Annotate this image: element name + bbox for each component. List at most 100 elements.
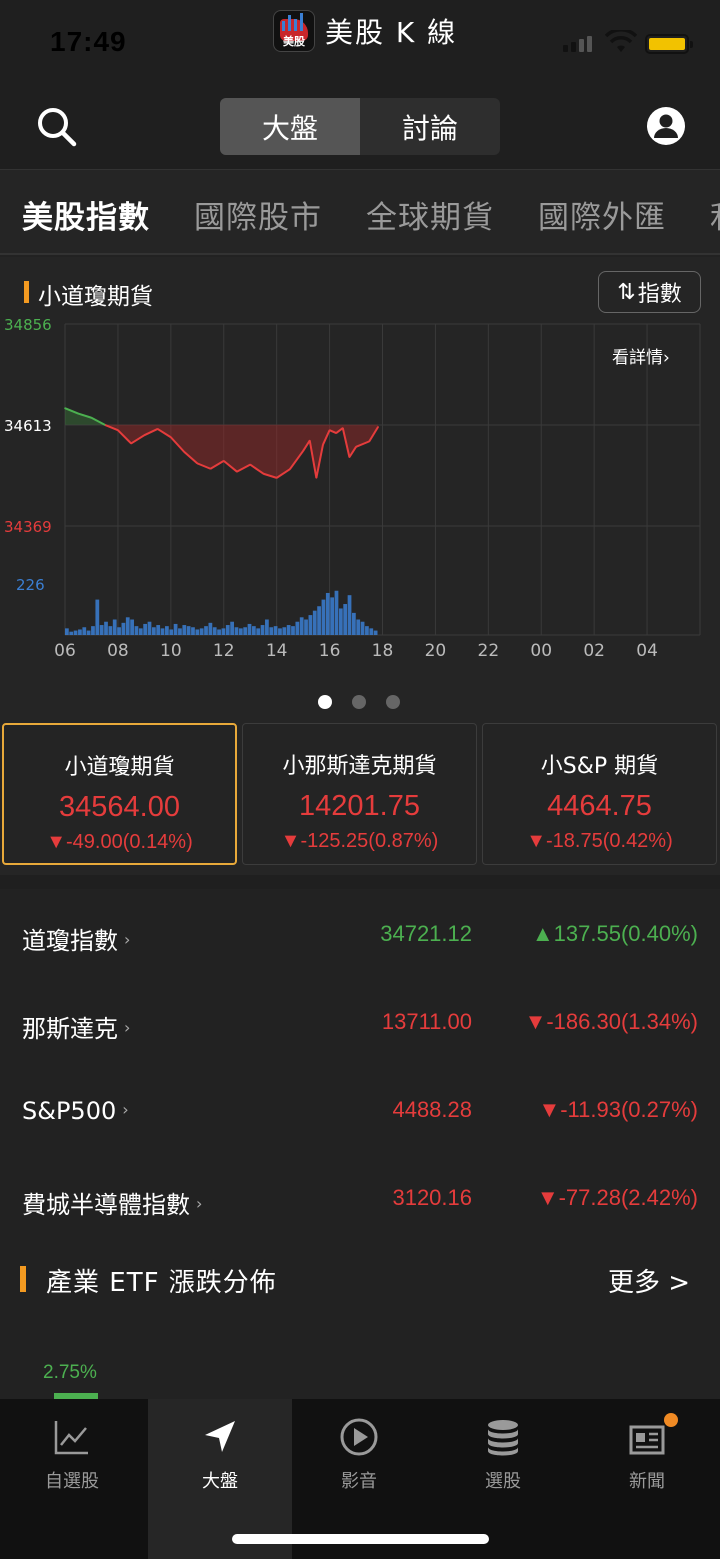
status-bar: 17:49 美股 美股 K 線	[0, 0, 720, 80]
wifi-icon	[605, 30, 637, 52]
tab-market[interactable]: 大盤	[148, 1399, 292, 1559]
etf-distribution-bar	[54, 1393, 98, 1399]
futures-cards: 小道瓊期貨 34564.00 ▼-49.00(0.14%) 小那斯達克期貨 14…	[0, 717, 720, 875]
section-divider	[0, 875, 720, 889]
index-row-dow[interactable]: 道瓊指數 › 34721.12 ▲137.55(0.40%)	[0, 889, 720, 977]
price-point	[355, 445, 357, 448]
chart-title-accent	[24, 281, 29, 303]
card-name: 小道瓊期貨	[64, 755, 175, 780]
tab-us-indices[interactable]: 美股指數	[22, 200, 150, 236]
swap-arrows-icon: ⇅	[617, 279, 636, 305]
tab-label: 自選股	[45, 1471, 99, 1492]
futures-card-dow[interactable]: 小道瓊期貨 34564.00 ▼-49.00(0.14%)	[2, 723, 237, 865]
volume-bar	[295, 621, 300, 635]
volume-bar	[356, 619, 361, 635]
category-tabs: 美股指數 國際股市 全球期貨 國際外匯 利	[0, 170, 720, 255]
volume-bar	[165, 626, 169, 635]
volume-bar	[330, 597, 335, 635]
tab-watchlist[interactable]: 自選股	[0, 1399, 144, 1559]
volume-bar	[147, 621, 152, 635]
etf-more-link[interactable]: 更多 >	[607, 1268, 690, 1298]
volume-bar	[121, 622, 126, 635]
tab-label: 影音	[341, 1471, 377, 1492]
card-change: ▼-49.00(0.14%)	[46, 831, 193, 853]
price-point	[209, 467, 212, 470]
x-axis-label: 04	[636, 641, 658, 661]
index-change: ▼-77.28(2.42%)	[536, 1185, 698, 1210]
futures-card-sp[interactable]: 小S&P 期貨 4464.75 ▼-18.75(0.42%)	[482, 723, 717, 865]
page-dot[interactable]	[352, 695, 366, 709]
price-point	[328, 429, 331, 431]
segment-market[interactable]: 大盤	[220, 98, 360, 155]
card-change: ▼-18.75(0.42%)	[526, 830, 673, 852]
database-stack-icon	[488, 1420, 518, 1456]
index-name: S&P500 ›	[22, 1097, 129, 1125]
futures-card-nasdaq[interactable]: 小那斯達克期貨 14201.75 ▼-125.25(0.87%)	[242, 723, 477, 865]
down-area-fill	[65, 424, 379, 478]
tab-label: 新聞	[629, 1471, 665, 1492]
app-name: 美股 K 線	[325, 16, 458, 49]
user-account-icon[interactable]	[646, 106, 686, 146]
page-dot[interactable]	[386, 695, 400, 709]
price-line-segment	[322, 429, 331, 446]
y-label-reference: 34613	[4, 417, 52, 435]
volume-bar	[256, 628, 261, 635]
index-list: 道瓊指數 › 34721.12 ▲137.55(0.40%) 那斯達克 › 1371…	[0, 889, 720, 1249]
chevron-right-icon: ›	[122, 1100, 129, 1119]
y-label-top: 34856	[4, 316, 52, 334]
price-line-segment	[183, 451, 198, 465]
index-row-nasdaq[interactable]: 那斯達克 › 13711.00 ▼-186.30(1.34%)	[0, 977, 720, 1065]
price-point	[289, 468, 291, 470]
cellular-signal-icon	[563, 36, 592, 52]
price-line-segment	[157, 428, 172, 439]
x-axis-label: 18	[371, 641, 394, 661]
index-row-sp500[interactable]: S&P500 › 4488.28 ▼-11.93(0.27%)	[0, 1065, 720, 1153]
tab-video[interactable]: 影音	[287, 1399, 431, 1559]
volume-bar	[251, 626, 256, 635]
index-row-sox[interactable]: 費城半導體指數 › 3120.16 ▼-77.28(2.42%)	[0, 1153, 720, 1241]
x-axis-label: 22	[477, 641, 500, 661]
x-axis-label: 12	[212, 641, 235, 661]
segment-discussion[interactable]: 討論	[401, 111, 458, 145]
index-toggle-button[interactable]: ⇅ 指數	[598, 271, 701, 313]
view-detail-link[interactable]: 看詳情›	[612, 343, 670, 368]
price-line-segment	[315, 444, 324, 479]
page-dot[interactable]	[318, 695, 332, 709]
chevron-right-icon: ›	[663, 348, 670, 368]
price-point	[335, 432, 337, 434]
card-name: 小那斯達克期貨	[282, 754, 437, 779]
volume-bar	[238, 628, 243, 635]
volume-bar	[212, 627, 217, 635]
price-line-segment	[236, 463, 251, 473]
tab-international-stocks[interactable]: 國際股市	[194, 200, 322, 236]
price-line-segment	[329, 429, 337, 435]
volume-bar	[221, 628, 226, 635]
tab-news[interactable]: 新聞	[575, 1399, 719, 1559]
price-point	[143, 434, 146, 436]
chevron-right-icon: ›	[124, 930, 131, 949]
intraday-chart[interactable]	[0, 257, 720, 657]
volume-bar	[351, 612, 356, 635]
chart-section: 小道瓊期貨 ⇅ 指數 看詳情› 34856 34613 34369 226 06…	[0, 257, 720, 717]
search-icon[interactable]	[34, 104, 78, 148]
volume-bar	[304, 619, 308, 635]
tab-global-futures[interactable]: 全球期貨	[366, 200, 494, 236]
volume-bar	[65, 628, 69, 635]
tab-forex[interactable]: 國際外匯	[538, 200, 666, 236]
index-change: ▼-186.30(1.34%)	[524, 1009, 698, 1034]
price-line-segment	[368, 426, 379, 442]
home-indicator[interactable]	[232, 1534, 489, 1544]
navigation-arrow-icon	[205, 1421, 235, 1452]
page-indicator[interactable]	[318, 695, 400, 709]
volume-bar	[86, 630, 91, 635]
status-time: 17:49	[50, 26, 127, 57]
volume-bar	[338, 608, 343, 635]
app-logo-text: 美股	[283, 35, 305, 48]
chevron-right-icon: ›	[196, 1194, 203, 1213]
price-line-segment	[117, 429, 132, 445]
price-point	[322, 443, 324, 446]
index-name-text: 那斯達克	[22, 1015, 118, 1043]
tab-more-partial[interactable]: 利	[710, 192, 720, 237]
volume-bar	[260, 625, 265, 635]
tab-screener[interactable]: 選股	[431, 1399, 575, 1559]
